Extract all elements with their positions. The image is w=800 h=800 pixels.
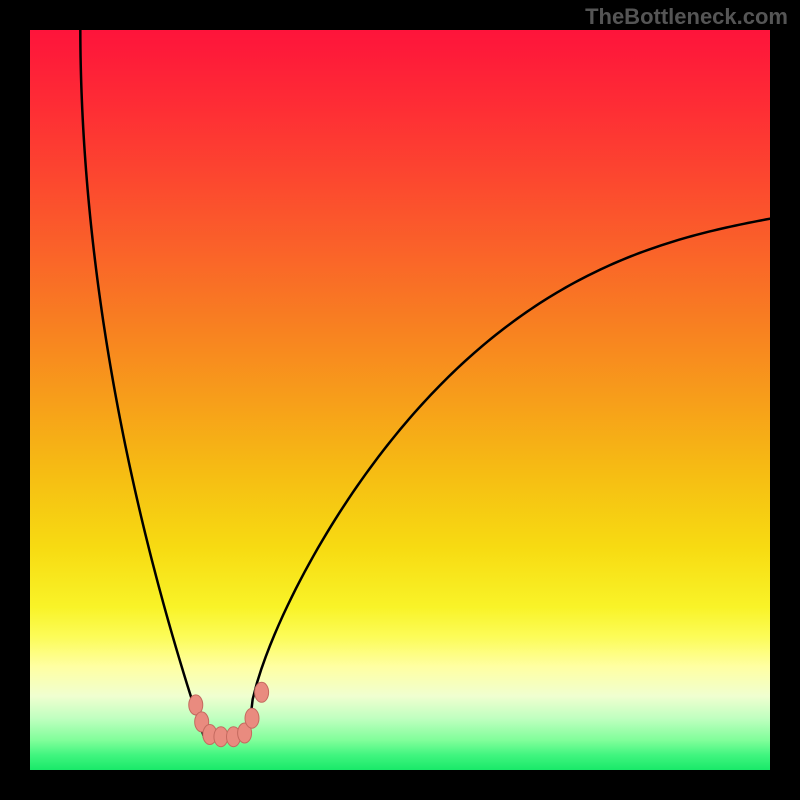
data-marker (255, 682, 269, 702)
chart-area (30, 30, 770, 770)
canvas: TheBottleneck.com (0, 0, 800, 800)
watermark-text: TheBottleneck.com (585, 4, 788, 30)
data-marker (245, 708, 259, 728)
chart-svg (30, 30, 770, 770)
gradient-background (30, 30, 770, 770)
data-marker (214, 727, 228, 747)
